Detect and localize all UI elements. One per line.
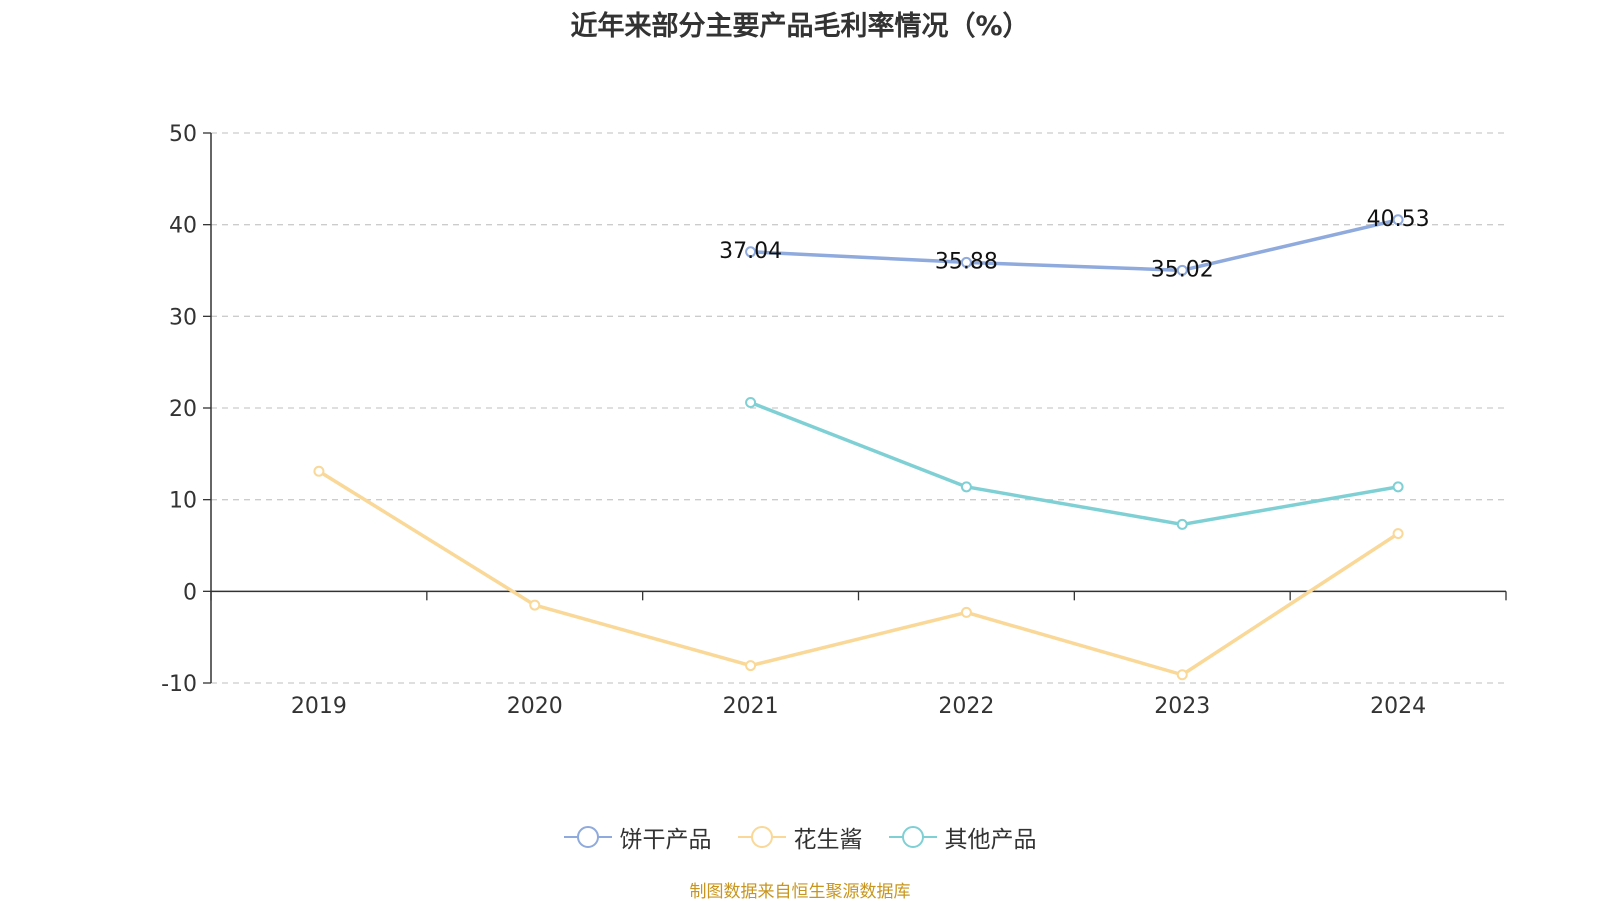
data-point-biscuit bbox=[1392, 214, 1404, 226]
series-line-biscuit bbox=[750, 218, 1399, 273]
legend: 饼干产品 花生酱 其他产品 bbox=[0, 820, 1600, 854]
gridlines bbox=[211, 132, 1506, 684]
data-point-other bbox=[960, 481, 972, 493]
y-tick-labels: 50 40 30 20 10 0 -10 bbox=[161, 122, 197, 697]
data-point-peanut bbox=[1176, 669, 1188, 681]
legend-item-other[interactable]: 其他产品 bbox=[888, 820, 1037, 854]
x-tick-labels: 2019 2020 2021 2022 2023 2024 bbox=[291, 694, 1426, 719]
legend-item-peanut[interactable]: 花生酱 bbox=[737, 820, 863, 854]
series-lines bbox=[317, 218, 1400, 677]
data-point-other bbox=[1392, 481, 1404, 493]
axes bbox=[203, 132, 1507, 684]
data-point-peanut bbox=[313, 465, 325, 477]
data-point-other bbox=[1176, 518, 1188, 530]
data-point-biscuit bbox=[960, 256, 972, 268]
y-tick-label: 20 bbox=[169, 397, 197, 422]
data-label-biscuit: 35.02 bbox=[1151, 257, 1214, 282]
data-label-biscuit: 37.04 bbox=[719, 239, 782, 264]
x-tick-label: 2024 bbox=[1370, 694, 1426, 719]
y-tick-label: 30 bbox=[169, 305, 197, 330]
data-label-biscuit: 40.53 bbox=[1367, 207, 1430, 232]
data-point-peanut bbox=[745, 660, 757, 672]
legend-swatch-other bbox=[888, 826, 937, 848]
x-tick-label: 2021 bbox=[723, 694, 779, 719]
data-labels: 37.04 35.88 35.02 40.53 bbox=[719, 207, 1429, 283]
y-tick-label: -10 bbox=[161, 672, 197, 697]
legend-swatch-peanut bbox=[737, 826, 786, 848]
x-tick-label: 2023 bbox=[1154, 694, 1210, 719]
series-line-other bbox=[749, 400, 1399, 527]
y-tick-label: 50 bbox=[169, 122, 197, 147]
x-tick-label: 2022 bbox=[938, 694, 994, 719]
x-tick-label: 2020 bbox=[507, 694, 563, 719]
data-point-peanut bbox=[529, 599, 541, 611]
data-label-biscuit: 35.88 bbox=[935, 249, 998, 274]
data-source-note: 制图数据来自恒生聚源数据库 bbox=[689, 882, 911, 902]
data-point-peanut bbox=[1392, 528, 1404, 540]
legend-item-biscuit[interactable]: 饼干产品 bbox=[563, 820, 712, 854]
data-point-peanut bbox=[960, 606, 972, 618]
data-point-other bbox=[745, 397, 757, 408]
legend-swatch-biscuit bbox=[563, 826, 612, 848]
data-point-biscuit bbox=[745, 246, 757, 258]
legend-label-other: 其他产品 bbox=[944, 827, 1037, 853]
series-points bbox=[313, 214, 1404, 681]
x-tick-label: 2019 bbox=[291, 694, 347, 719]
legend-label-peanut: 花生酱 bbox=[793, 827, 863, 853]
y-tick-label: 0 bbox=[183, 580, 197, 605]
series-line-peanut bbox=[317, 469, 1400, 677]
legend-label-biscuit: 饼干产品 bbox=[619, 827, 712, 853]
data-point-biscuit bbox=[1176, 264, 1188, 276]
y-tick-label: 10 bbox=[169, 489, 197, 514]
y-tick-label: 40 bbox=[169, 214, 197, 239]
chart-title: 近年来部分主要产品毛利率情况（%） bbox=[570, 11, 1030, 42]
